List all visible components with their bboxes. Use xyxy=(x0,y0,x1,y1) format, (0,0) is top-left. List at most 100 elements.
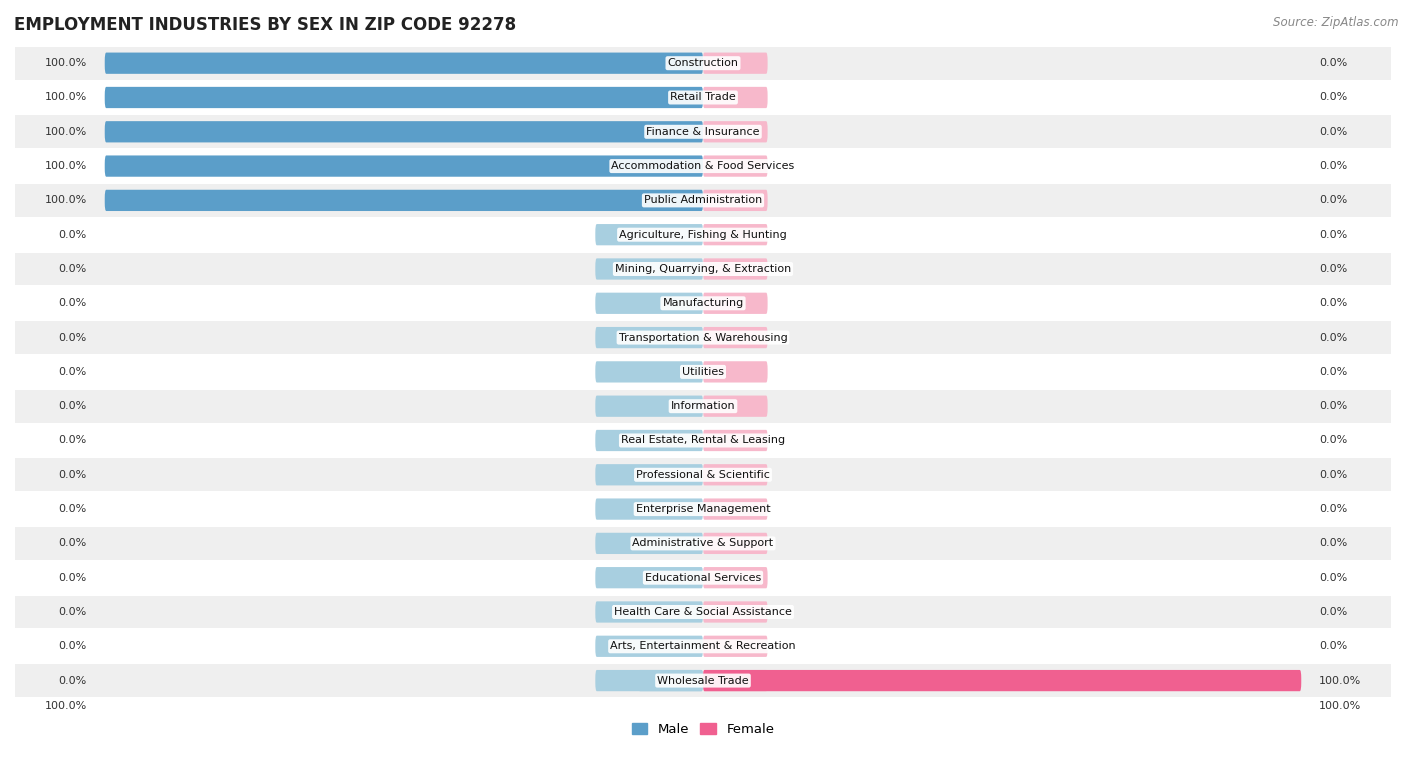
Text: Public Administration: Public Administration xyxy=(644,196,762,206)
Text: 0.0%: 0.0% xyxy=(1319,92,1347,102)
FancyBboxPatch shape xyxy=(595,498,703,520)
Text: 0.0%: 0.0% xyxy=(59,607,87,617)
Bar xyxy=(15,150,1391,182)
FancyBboxPatch shape xyxy=(104,121,703,143)
Text: Administrative & Support: Administrative & Support xyxy=(633,539,773,549)
Text: 0.0%: 0.0% xyxy=(1319,573,1347,583)
Text: 0.0%: 0.0% xyxy=(59,573,87,583)
FancyBboxPatch shape xyxy=(595,224,703,245)
FancyBboxPatch shape xyxy=(104,53,703,74)
FancyBboxPatch shape xyxy=(703,190,768,211)
Text: 0.0%: 0.0% xyxy=(59,298,87,308)
Bar xyxy=(15,595,1391,629)
FancyBboxPatch shape xyxy=(703,224,768,245)
Text: Real Estate, Rental & Leasing: Real Estate, Rental & Leasing xyxy=(621,435,785,445)
FancyBboxPatch shape xyxy=(595,396,703,417)
Bar xyxy=(15,493,1391,525)
Text: 0.0%: 0.0% xyxy=(59,333,87,342)
Text: 0.0%: 0.0% xyxy=(59,469,87,480)
Text: Manufacturing: Manufacturing xyxy=(662,298,744,308)
Text: 0.0%: 0.0% xyxy=(1319,641,1347,651)
Bar xyxy=(15,424,1391,457)
Bar xyxy=(15,218,1391,251)
FancyBboxPatch shape xyxy=(703,362,768,383)
Text: 0.0%: 0.0% xyxy=(59,264,87,274)
FancyBboxPatch shape xyxy=(703,533,768,554)
Text: 0.0%: 0.0% xyxy=(59,504,87,514)
Bar xyxy=(15,81,1391,114)
Text: 0.0%: 0.0% xyxy=(1319,607,1347,617)
Text: 0.0%: 0.0% xyxy=(1319,435,1347,445)
FancyBboxPatch shape xyxy=(703,670,768,691)
Text: 0.0%: 0.0% xyxy=(59,230,87,240)
Text: 0.0%: 0.0% xyxy=(1319,469,1347,480)
FancyBboxPatch shape xyxy=(703,636,768,657)
Bar xyxy=(15,561,1391,594)
Bar xyxy=(15,287,1391,320)
FancyBboxPatch shape xyxy=(595,636,703,657)
FancyBboxPatch shape xyxy=(703,87,768,108)
Bar xyxy=(15,527,1391,559)
Text: 100.0%: 100.0% xyxy=(45,58,87,68)
FancyBboxPatch shape xyxy=(703,567,768,588)
Text: 0.0%: 0.0% xyxy=(59,401,87,411)
FancyBboxPatch shape xyxy=(104,190,703,211)
Text: Source: ZipAtlas.com: Source: ZipAtlas.com xyxy=(1274,16,1399,29)
Text: Finance & Insurance: Finance & Insurance xyxy=(647,126,759,137)
FancyBboxPatch shape xyxy=(595,533,703,554)
Text: Agriculture, Fishing & Hunting: Agriculture, Fishing & Hunting xyxy=(619,230,787,240)
Bar xyxy=(15,47,1391,80)
FancyBboxPatch shape xyxy=(703,258,768,279)
FancyBboxPatch shape xyxy=(595,362,703,383)
FancyBboxPatch shape xyxy=(595,567,703,588)
Text: Utilities: Utilities xyxy=(682,367,724,377)
Text: 0.0%: 0.0% xyxy=(1319,230,1347,240)
FancyBboxPatch shape xyxy=(703,121,768,143)
FancyBboxPatch shape xyxy=(703,155,768,177)
Text: 0.0%: 0.0% xyxy=(1319,298,1347,308)
FancyBboxPatch shape xyxy=(703,601,768,622)
Text: 100.0%: 100.0% xyxy=(45,161,87,171)
Legend: Male, Female: Male, Female xyxy=(626,718,780,741)
Text: 0.0%: 0.0% xyxy=(1319,196,1347,206)
Text: Health Care & Social Assistance: Health Care & Social Assistance xyxy=(614,607,792,617)
FancyBboxPatch shape xyxy=(595,258,703,279)
Bar xyxy=(15,459,1391,491)
Text: 0.0%: 0.0% xyxy=(1319,539,1347,549)
Text: Arts, Entertainment & Recreation: Arts, Entertainment & Recreation xyxy=(610,641,796,651)
FancyBboxPatch shape xyxy=(703,670,1302,691)
FancyBboxPatch shape xyxy=(104,87,703,108)
Text: Enterprise Management: Enterprise Management xyxy=(636,504,770,514)
FancyBboxPatch shape xyxy=(595,430,703,451)
Text: 0.0%: 0.0% xyxy=(59,539,87,549)
Text: 100.0%: 100.0% xyxy=(1319,676,1361,685)
Text: 0.0%: 0.0% xyxy=(1319,161,1347,171)
Text: Retail Trade: Retail Trade xyxy=(671,92,735,102)
FancyBboxPatch shape xyxy=(595,464,703,486)
Text: 0.0%: 0.0% xyxy=(59,367,87,377)
Text: Mining, Quarrying, & Extraction: Mining, Quarrying, & Extraction xyxy=(614,264,792,274)
FancyBboxPatch shape xyxy=(595,670,703,691)
Text: 0.0%: 0.0% xyxy=(59,641,87,651)
FancyBboxPatch shape xyxy=(703,293,768,314)
Text: Accommodation & Food Services: Accommodation & Food Services xyxy=(612,161,794,171)
FancyBboxPatch shape xyxy=(703,430,768,451)
FancyBboxPatch shape xyxy=(703,53,768,74)
Text: Professional & Scientific: Professional & Scientific xyxy=(636,469,770,480)
Text: Transportation & Warehousing: Transportation & Warehousing xyxy=(619,333,787,342)
Text: 0.0%: 0.0% xyxy=(59,676,87,685)
Bar xyxy=(15,116,1391,148)
Text: Educational Services: Educational Services xyxy=(645,573,761,583)
FancyBboxPatch shape xyxy=(638,670,703,691)
FancyBboxPatch shape xyxy=(595,327,703,348)
FancyBboxPatch shape xyxy=(703,396,768,417)
Text: 0.0%: 0.0% xyxy=(1319,367,1347,377)
Text: 0.0%: 0.0% xyxy=(1319,401,1347,411)
FancyBboxPatch shape xyxy=(703,327,768,348)
Text: Wholesale Trade: Wholesale Trade xyxy=(657,676,749,685)
FancyBboxPatch shape xyxy=(703,498,768,520)
FancyBboxPatch shape xyxy=(595,601,703,622)
Text: Information: Information xyxy=(671,401,735,411)
FancyBboxPatch shape xyxy=(104,155,703,177)
Text: 0.0%: 0.0% xyxy=(1319,58,1347,68)
